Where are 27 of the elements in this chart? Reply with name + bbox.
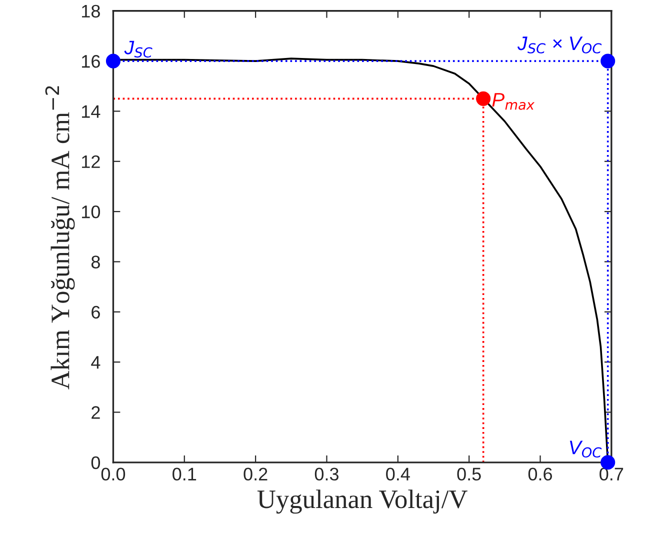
series-label: J$_{SC}$ × V$_{OC}$ (517, 36, 602, 54)
y-tick-label: 14 (82, 105, 100, 118)
y-axis-title: Akım Yoğunluğu/ mA cm$^{−2}$ (45, 86, 75, 390)
y-tick-label: 8 (91, 256, 100, 268)
point (476, 91, 491, 106)
y-tick-label: 12 (82, 155, 100, 168)
series-label: V$_{OC}$ (570, 440, 602, 458)
x-tick-label: 0.6 (528, 468, 552, 481)
x-tick-label: 0.1 (172, 468, 196, 481)
y-tick-label: 2 (92, 406, 100, 419)
series-label: P$_{max}$ (492, 93, 535, 110)
x-axis-title: Uygulanan Voltaj/V (257, 490, 468, 514)
y-tick-label: 6 (92, 306, 100, 319)
series-label: J$_{SC}$ (124, 40, 152, 58)
x-tick-label: 0.7 (600, 468, 624, 481)
point (106, 54, 121, 68)
y-tick-label: 4 (91, 356, 100, 369)
x-tick-label: 0.0 (101, 468, 126, 481)
x-tick-label: 0.4 (386, 468, 410, 481)
y-tick-label: 10 (82, 205, 100, 218)
y-tick-label: 16 (82, 54, 100, 68)
x-tick-label: 0.2 (244, 468, 268, 481)
x-tick-label: 0.3 (314, 468, 338, 481)
y-tick-label: 0 (91, 456, 100, 470)
x-tick-label: 0.5 (457, 468, 481, 481)
y-tick-label: 18 (82, 4, 100, 18)
point (600, 54, 616, 68)
